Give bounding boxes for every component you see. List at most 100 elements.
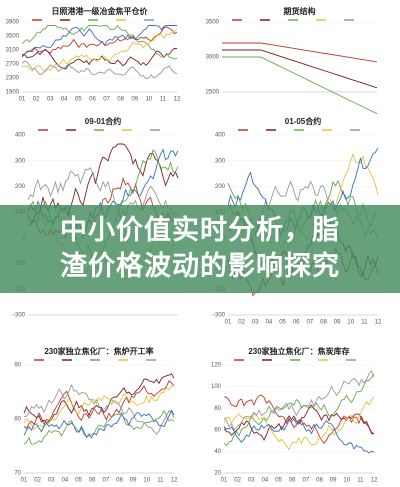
x-tick-label: 10 [145, 97, 152, 103]
x-tick-label: 04 [262, 478, 269, 484]
decor-line [23, 373, 175, 424]
x-tick-label: 04 [61, 97, 68, 103]
y-tick-label: 3000 [206, 55, 220, 61]
y-tick-label: 3500 [206, 20, 220, 26]
x-tick-label: 12 [375, 320, 382, 326]
x-tick-label: 04 [266, 320, 273, 326]
x-tick-label: 08 [117, 97, 124, 103]
decor-line [23, 380, 175, 430]
x-tick-label: 07 [102, 478, 109, 484]
y-tick-label: 90 [14, 363, 21, 369]
y-tick-label: 60 [214, 427, 221, 433]
x-tick-label: 08 [116, 478, 123, 484]
x-tick-label: 05 [75, 97, 82, 103]
x-tick-label: 03 [248, 478, 255, 484]
x-tick-label: 07 [302, 478, 309, 484]
decor-line [223, 396, 375, 451]
y-tick-label: 200 [215, 184, 226, 190]
x-tick-label: 11 [157, 478, 164, 484]
x-tick-label: 05 [279, 320, 286, 326]
decor-line [27, 167, 179, 219]
x-tick-label: 10 [143, 478, 150, 484]
x-tick-label: 02 [34, 478, 41, 484]
decor-line [23, 409, 175, 439]
x-tick-label: 12 [174, 97, 181, 103]
y-tick-label: 400 [15, 133, 26, 139]
y-tick-label: 20 [214, 471, 221, 477]
y-tick-label: 120 [211, 363, 222, 369]
x-tick-label: 11 [160, 97, 167, 103]
chart-title: 09-01合约 [85, 116, 121, 126]
x-tick-label: 11 [361, 320, 368, 326]
x-tick-label: 10 [343, 478, 350, 484]
chart-title: 230家独立焦化厂：焦炭库存 [248, 346, 349, 356]
decor-line [222, 42, 378, 63]
decor-line [21, 60, 178, 80]
x-tick-label: 12 [171, 478, 178, 484]
decor-line [27, 143, 179, 227]
chart-title: 230家独立焦化厂：焦炉开工率 [44, 346, 153, 356]
y-tick-label: 200 [15, 184, 26, 190]
decor-line [21, 25, 177, 55]
x-tick-label: 06 [89, 97, 96, 103]
decor-line [21, 24, 178, 60]
banner-line: 中小价值实时分析，脂 [60, 214, 340, 245]
x-tick-label: 05 [275, 478, 282, 484]
x-tick-label: 06 [289, 478, 296, 484]
x-tick-label: 03 [48, 478, 55, 484]
x-tick-label: 02 [238, 320, 245, 326]
x-tick-label: 09 [334, 320, 341, 326]
x-tick-label: 08 [316, 478, 323, 484]
y-tick-label: 300 [215, 158, 226, 164]
x-tick-label: 04 [62, 478, 69, 484]
x-tick-label: 02 [33, 97, 40, 103]
x-tick-label: 12 [371, 478, 378, 484]
x-tick-label: 11 [357, 478, 364, 484]
x-tick-label: 09 [130, 478, 137, 484]
x-tick-label: 09 [330, 478, 337, 484]
y-tick-label: 300 [15, 158, 26, 164]
chart-title: 期货结构 [284, 6, 316, 16]
y-tick-label: 1900 [6, 90, 20, 96]
x-tick-label: 01 [221, 478, 228, 484]
y-tick-label: -300 [13, 313, 26, 319]
y-tick-label: 3100 [6, 48, 20, 54]
x-tick-label: 07 [103, 97, 110, 103]
y-tick-label: 80 [14, 417, 21, 423]
decor-line [223, 370, 375, 431]
banner [0, 205, 400, 293]
decor-line [222, 56, 378, 115]
y-tick-label: 80 [214, 406, 221, 412]
x-tick-label: 10 [347, 320, 354, 326]
decor-line [223, 373, 375, 447]
y-tick-label: 400 [215, 133, 226, 139]
y-tick-label: 2700 [6, 62, 20, 68]
y-tick-label: 70 [14, 471, 21, 477]
x-tick-label: 03 [252, 320, 259, 326]
x-tick-label: 01 [19, 97, 26, 103]
x-tick-label: 02 [234, 478, 241, 484]
y-tick-label: 40 [214, 449, 221, 455]
x-tick-label: 06 [89, 478, 96, 484]
x-tick-label: 08 [320, 320, 327, 326]
chart-title: 日照港港一级冶金焦平仓价 [52, 6, 149, 16]
y-tick-label: 2300 [6, 76, 20, 82]
decor-line [23, 385, 175, 431]
x-tick-label: 01 [21, 478, 28, 484]
x-tick-label: 09 [131, 97, 138, 103]
chart-title: 01-05合约 [285, 116, 321, 126]
decor-line [223, 418, 375, 454]
y-tick-label: 100 [211, 384, 222, 390]
x-tick-label: 05 [75, 478, 82, 484]
x-tick-label: 01 [225, 320, 232, 326]
decor-line [222, 49, 378, 89]
x-tick-label: 06 [293, 320, 300, 326]
decor-line [23, 383, 175, 436]
y-tick-label: 2500 [206, 90, 220, 96]
x-tick-label: 03 [47, 97, 54, 103]
y-tick-label: 3500 [6, 34, 20, 40]
decor-line [21, 47, 178, 70]
y-tick-label: 3900 [6, 20, 20, 26]
y-tick-label: -300 [213, 313, 226, 319]
